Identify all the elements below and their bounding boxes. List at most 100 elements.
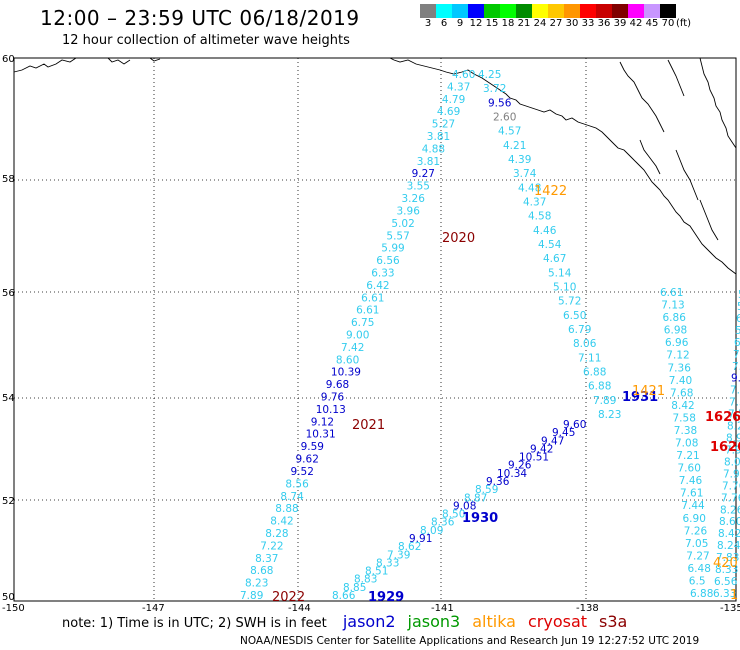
wave-height-value: 6.56: [376, 255, 400, 267]
wave-height-value: 3.81: [417, 156, 440, 168]
wave-height-value: 9.00: [346, 330, 369, 342]
wave-height-value: 7.38: [674, 425, 697, 437]
wave-height-value: 3.74: [513, 168, 537, 180]
wave-height-value: 8.95: [726, 433, 740, 445]
track-label-2020: 2020: [442, 231, 475, 246]
wave-height-value: 4.54: [538, 239, 562, 251]
track-label-2021: 2021: [352, 418, 385, 433]
wave-height-legend: 3 6 9 12 15 18 21 24 27 30 33 36 39 42 45 70 (ft): [420, 4, 691, 31]
lat-label-52: 52: [2, 496, 15, 507]
wave-height-value: 7.13: [661, 300, 684, 312]
track-label-1929: 1929: [368, 590, 404, 605]
wave-height-value: 9.62: [296, 454, 319, 466]
satellite-name: altika: [472, 612, 516, 631]
wave-height-value: 4.48: [518, 182, 541, 194]
legend-label: 9: [456, 18, 464, 29]
wave-height-value: 7.36: [668, 362, 692, 374]
legend-swatch: [484, 4, 500, 18]
wave-height-value: 8.59: [475, 484, 498, 496]
wave-height-value: 9.56: [488, 97, 512, 109]
wave-height-value: 7.27: [686, 550, 709, 562]
wave-height-value: 8.33: [715, 564, 738, 576]
wave-height-value: 8.56: [285, 478, 309, 490]
wave-height-value: 8.28: [727, 421, 740, 433]
legend-label: 24: [533, 18, 547, 29]
legend-label: 30: [565, 18, 579, 29]
legend-swatch: [564, 4, 580, 18]
wave-height-value: 7.60: [678, 463, 701, 475]
wave-height-value: 2.60: [493, 112, 516, 124]
wave-height-value: 7.40: [669, 375, 692, 387]
wave-height-value: 7.61: [680, 488, 703, 500]
wave-height-value: 8.37: [255, 553, 278, 565]
legend-swatch: [644, 4, 660, 18]
axis-labels: 60 58 56 54 52 50 -150 -147 -144 -141 -1…: [2, 54, 740, 614]
wave-height-value: 3.55: [407, 181, 430, 193]
legend-swatches: [420, 4, 691, 18]
wave-height-value: 6.88: [690, 588, 713, 600]
wave-height-value: 7.11: [732, 361, 740, 373]
wave-height-value: 8.74: [280, 491, 304, 503]
wave-height-value: 3.72: [483, 83, 506, 95]
legend-unit: (ft): [676, 18, 692, 29]
wave-height-value: 6.98: [664, 325, 687, 337]
wave-height-value: 8.68: [250, 565, 273, 577]
wave-height-value: 8.09: [420, 525, 443, 537]
wave-height-value: 7.12: [666, 350, 689, 362]
satellite-name: s3a: [599, 612, 628, 631]
lat-label-60: 60: [2, 54, 15, 65]
wave-height-value: 7.21: [676, 450, 699, 462]
credit-line: NOAA/NESDIS Center for Satellite Applica…: [240, 635, 700, 647]
lat-label-50: 50: [2, 592, 15, 603]
wave-height-value: 7.08: [675, 438, 698, 450]
track-label-2022: 2022: [272, 590, 305, 605]
wave-height-value: 6.20: [736, 313, 740, 325]
wave-height-value: 4.79: [442, 94, 465, 106]
lon-label-150: -150: [2, 603, 25, 614]
wave-height-value: 6.86: [663, 312, 687, 324]
wave-height-value: 10.51: [519, 452, 549, 464]
satellite-name: jason2: [342, 612, 396, 631]
legend-swatch: [452, 4, 468, 18]
wave-height-value: 8.50: [442, 509, 465, 521]
legend-swatch: [420, 4, 436, 18]
wave-height-value: 4.46: [533, 225, 557, 237]
wave-height-value: 8.60: [336, 354, 359, 366]
wave-height-value: 7.22: [260, 540, 283, 552]
wave-height-value: 8.62: [398, 541, 421, 553]
wave-height-value: 7.68: [670, 387, 693, 399]
legend-label: 18: [501, 18, 515, 29]
track-label-1626-a: 1626: [705, 410, 740, 425]
wave-height-value: 8.60: [719, 516, 740, 528]
satellite-list: jason2 jason3 altika cryosat s3a: [331, 612, 628, 631]
wave-height-value: 4.37: [523, 197, 546, 209]
wave-height-value: 4.21: [503, 140, 526, 152]
wave-height-value: 5.14: [548, 267, 572, 279]
wave-height-value: 5.02: [391, 218, 414, 230]
wave-height-value: 4.57: [498, 126, 521, 138]
legend-swatch: [612, 4, 628, 18]
wave-height-value: 8.33: [376, 557, 399, 569]
wave-height-value: 7.46: [679, 475, 703, 487]
wave-height-value: 6.90: [683, 513, 706, 525]
legend-label: 27: [549, 18, 563, 29]
wave-height-value: 9.76: [321, 392, 345, 404]
wave-height-value: 9.36: [486, 476, 510, 488]
wave-height-value: 7.05: [685, 538, 708, 550]
wave-height-value: 8.88: [275, 503, 298, 515]
track-label-1931: 1931: [622, 390, 658, 405]
legend-label: 70: [661, 18, 675, 29]
legend-label: 12: [469, 18, 483, 29]
wave-height-value: 5.72: [558, 296, 581, 308]
track-label-1930: 1930: [462, 511, 498, 526]
wave-height-value: 10.13: [316, 404, 346, 416]
footer-note: note: 1) Time is in UTC; 2) SWH is in fe…: [62, 612, 627, 631]
wave-height-value: 6.33: [713, 588, 736, 600]
wave-height-value: 6.96: [665, 337, 689, 349]
wave-height-value: 9.91: [409, 533, 432, 545]
satellite-name: cryosat: [527, 612, 588, 631]
wave-height-value: 3.81: [427, 131, 450, 143]
wave-height-value: 10.34: [497, 468, 527, 480]
wave-height-value: 6.56: [714, 576, 738, 588]
wave-height-value: 9.59: [301, 441, 324, 453]
